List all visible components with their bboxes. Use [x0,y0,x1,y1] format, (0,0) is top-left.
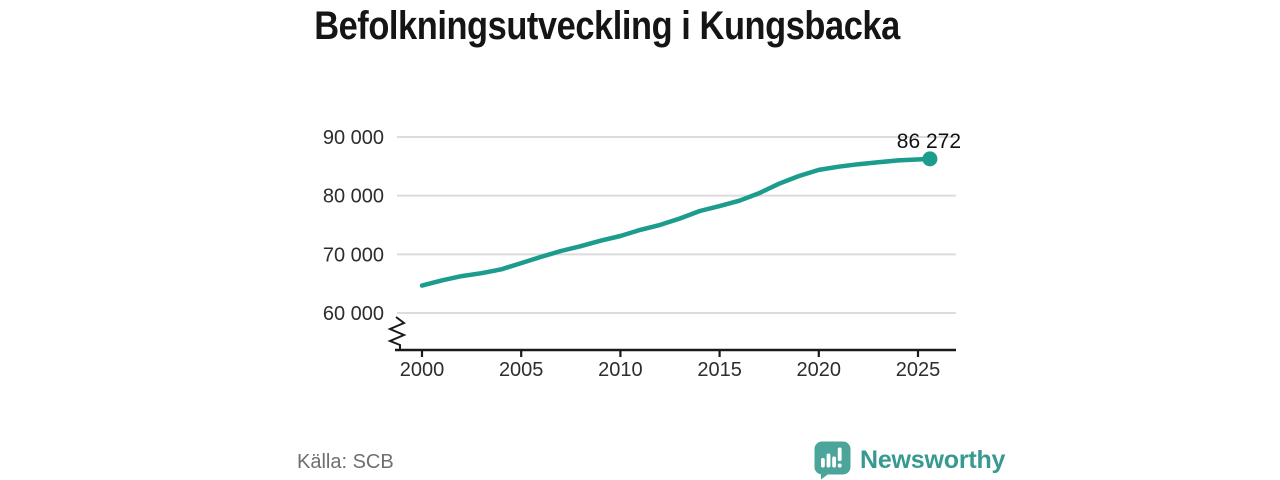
x-axis-tick-label: 2000 [400,359,445,381]
newsworthy-logo: Newsworthy [814,441,1005,479]
population-series-line [419,156,933,288]
chart-title: Befolkningsutveckling i Kungsbacka [314,4,900,48]
x-axis-tick-label: 2020 [797,359,842,381]
y-axis-tick-label: 70 000 [323,244,384,266]
series-end-dot [922,151,938,167]
newsworthy-logo-text: Newsworthy [860,445,1006,474]
newsworthy-logo-icon [814,441,851,479]
y-axis-tick-label: 60 000 [323,303,384,325]
y-axis-tick-label: 80 000 [323,186,384,208]
series-end-value-label: 86 272 [897,130,961,153]
x-axis-tick-label: 2025 [896,359,941,381]
x-axis-tick-label: 2010 [598,359,643,381]
source-note: Källa: SCB [297,451,394,473]
y-axis-tick-label: 90 000 [323,127,384,149]
axis-break-zigzag [387,316,407,349]
x-axis-tick-label: 2005 [499,359,544,381]
x-axis-tick-label: 2015 [697,359,742,381]
